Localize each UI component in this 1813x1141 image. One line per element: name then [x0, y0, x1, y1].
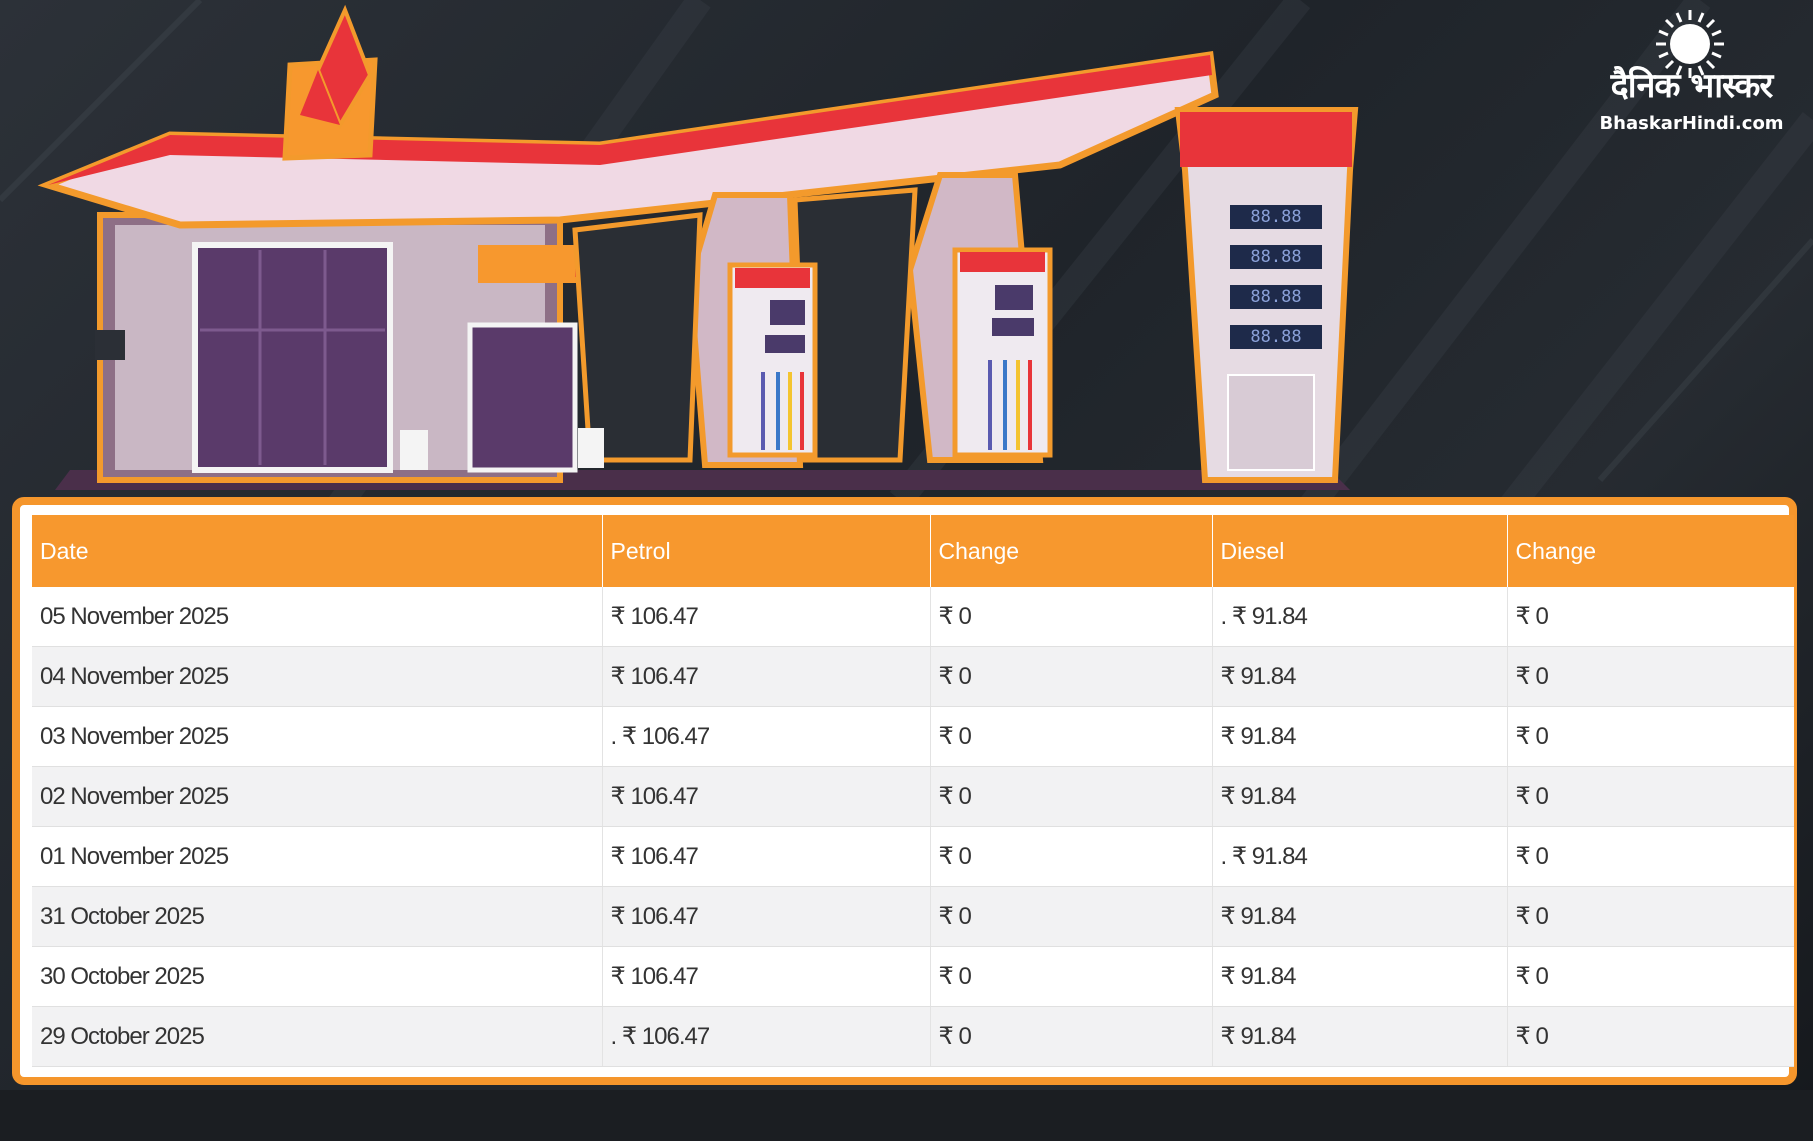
- header-diesel: Diesel: [1211, 515, 1507, 587]
- cell-date: 04 November 2025: [32, 646, 602, 707]
- cell-petrol-change: ₹ 0: [929, 766, 1212, 827]
- header-diesel-change: Change: [1506, 515, 1794, 587]
- cell-petrol-change: ₹ 0: [929, 646, 1212, 707]
- table-row: 31 October 2025 ₹ 106.47 ₹ 0 ₹ 91.84 ₹ 0: [32, 886, 1794, 947]
- table-row: 29 October 2025 . ₹ 106.47 ₹ 0 ₹ 91.84 ₹…: [32, 1006, 1794, 1067]
- cell-diesel-change: ₹ 0: [1506, 886, 1794, 947]
- cell-diesel: ₹ 91.84: [1211, 766, 1507, 827]
- cell-diesel-change: ₹ 0: [1506, 646, 1794, 707]
- cell-diesel: . ₹ 91.84: [1211, 587, 1507, 647]
- cell-petrol: ₹ 106.47: [601, 886, 930, 947]
- cell-petrol-change: ₹ 0: [929, 826, 1212, 887]
- header-petrol-change: Change: [929, 515, 1212, 587]
- cell-petrol-change: ₹ 0: [929, 706, 1212, 767]
- header-petrol: Petrol: [601, 515, 930, 587]
- table-row: 01 November 2025 ₹ 106.47 ₹ 0 . ₹ 91.84 …: [32, 826, 1794, 887]
- cell-date: 05 November 2025: [32, 587, 602, 647]
- cell-petrol: ₹ 106.47: [601, 646, 930, 707]
- cell-diesel: ₹ 91.84: [1211, 886, 1507, 947]
- cell-date: 02 November 2025: [32, 766, 602, 827]
- cell-petrol-change: ₹ 0: [929, 946, 1212, 1007]
- cell-petrol: . ₹ 106.47: [601, 706, 930, 767]
- cell-date: 29 October 2025: [32, 1006, 602, 1067]
- sun-icon: [1656, 10, 1724, 78]
- cell-petrol: ₹ 106.47: [601, 587, 930, 647]
- cell-date: 31 October 2025: [32, 886, 602, 947]
- header-date: Date: [32, 515, 602, 587]
- meter-reading: 88.88: [1250, 207, 1302, 227]
- meter-reading: 88.88: [1250, 327, 1302, 347]
- cell-date: 03 November 2025: [32, 706, 602, 767]
- petrol-pump-station-icon: [37, 4, 1359, 490]
- brand-domain: BhaskarHindi.com: [1599, 113, 1784, 134]
- cell-petrol-change: ₹ 0: [929, 886, 1212, 947]
- brand-name: दैनिक भास्कर: [1610, 66, 1774, 106]
- cell-petrol: ₹ 106.47: [601, 766, 930, 827]
- table-row: 04 November 2025 ₹ 106.47 ₹ 0 ₹ 91.84 ₹ …: [32, 646, 1794, 707]
- meter-reading: 88.88: [1250, 287, 1302, 307]
- table-row: 03 November 2025 . ₹ 106.47 ₹ 0 ₹ 91.84 …: [32, 706, 1794, 767]
- fuel-rates-table-frame: Date Petrol Change Diesel Change 05 Nove…: [12, 497, 1797, 1085]
- cell-diesel-change: ₹ 0: [1506, 826, 1794, 887]
- cell-diesel-change: ₹ 0: [1506, 587, 1794, 647]
- cell-date: 01 November 2025: [32, 826, 602, 887]
- cell-petrol: ₹ 106.47: [601, 826, 930, 887]
- cell-diesel-change: ₹ 0: [1506, 1006, 1794, 1067]
- table-row: 30 October 2025 ₹ 106.47 ₹ 0 ₹ 91.84 ₹ 0: [32, 946, 1794, 1007]
- bottom-band: [0, 1090, 1813, 1141]
- fuel-rates-table: Date Petrol Change Diesel Change 05 Nove…: [32, 515, 1794, 1067]
- cell-diesel-change: ₹ 0: [1506, 766, 1794, 827]
- cell-diesel: ₹ 91.84: [1211, 946, 1507, 1007]
- cell-diesel-change: ₹ 0: [1506, 946, 1794, 1007]
- brand-logo[interactable]: दैनिक भास्कर BhaskarHindi.com: [1570, 0, 1813, 145]
- cell-petrol: ₹ 106.47: [601, 946, 930, 1007]
- cell-diesel: ₹ 91.84: [1211, 1006, 1507, 1067]
- table-row: 05 November 2025 ₹ 106.47 ₹ 0 . ₹ 91.84 …: [32, 587, 1794, 647]
- cell-diesel: . ₹ 91.84: [1211, 826, 1507, 887]
- table-row: 02 November 2025 ₹ 106.47 ₹ 0 ₹ 91.84 ₹ …: [32, 766, 1794, 827]
- cell-date: 30 October 2025: [32, 946, 602, 1007]
- table-header-row: Date Petrol Change Diesel Change: [32, 515, 1794, 587]
- cell-petrol-change: ₹ 0: [929, 1006, 1212, 1067]
- cell-diesel: ₹ 91.84: [1211, 646, 1507, 707]
- cell-diesel-change: ₹ 0: [1506, 706, 1794, 767]
- meter-reading: 88.88: [1250, 247, 1302, 267]
- cell-petrol: . ₹ 106.47: [601, 1006, 930, 1067]
- cell-diesel: ₹ 91.84: [1211, 706, 1507, 767]
- cell-petrol-change: ₹ 0: [929, 587, 1212, 647]
